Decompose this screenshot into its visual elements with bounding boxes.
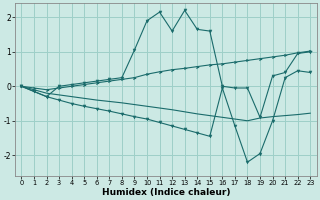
X-axis label: Humidex (Indice chaleur): Humidex (Indice chaleur) bbox=[101, 188, 230, 197]
